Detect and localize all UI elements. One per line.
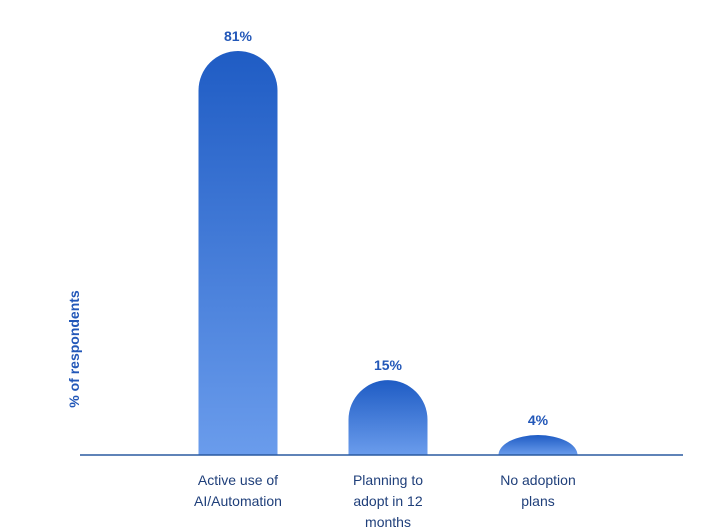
category-label-line: months bbox=[365, 514, 411, 530]
category-label-1: Active use of AI/Automation bbox=[194, 472, 282, 509]
category-label-line: plans bbox=[521, 493, 554, 509]
y-axis-label: % of respondents bbox=[66, 290, 82, 408]
category-label-line: No adoption bbox=[500, 472, 576, 488]
data-labels-layer: 81% 15% 4% bbox=[224, 28, 549, 428]
category-label-line: Active use of bbox=[198, 472, 278, 488]
category-label-3: No adoption plans bbox=[500, 472, 576, 509]
category-labels-layer: Active use of AI/Automation Planning to ado… bbox=[194, 472, 576, 530]
data-label-2: 15% bbox=[374, 357, 403, 373]
category-label-2: Planning to adopt in 12 months bbox=[353, 472, 423, 530]
category-label-line: adopt in 12 bbox=[353, 493, 422, 509]
bar-3 bbox=[498, 435, 578, 455]
category-label-line: Planning to bbox=[353, 472, 423, 488]
data-label-3: 4% bbox=[528, 412, 549, 428]
category-label-line: AI/Automation bbox=[194, 493, 282, 509]
data-label-1: 81% bbox=[224, 28, 253, 44]
bar-2 bbox=[348, 380, 428, 455]
bars-layer bbox=[198, 50, 578, 456]
bar-1 bbox=[198, 50, 278, 456]
